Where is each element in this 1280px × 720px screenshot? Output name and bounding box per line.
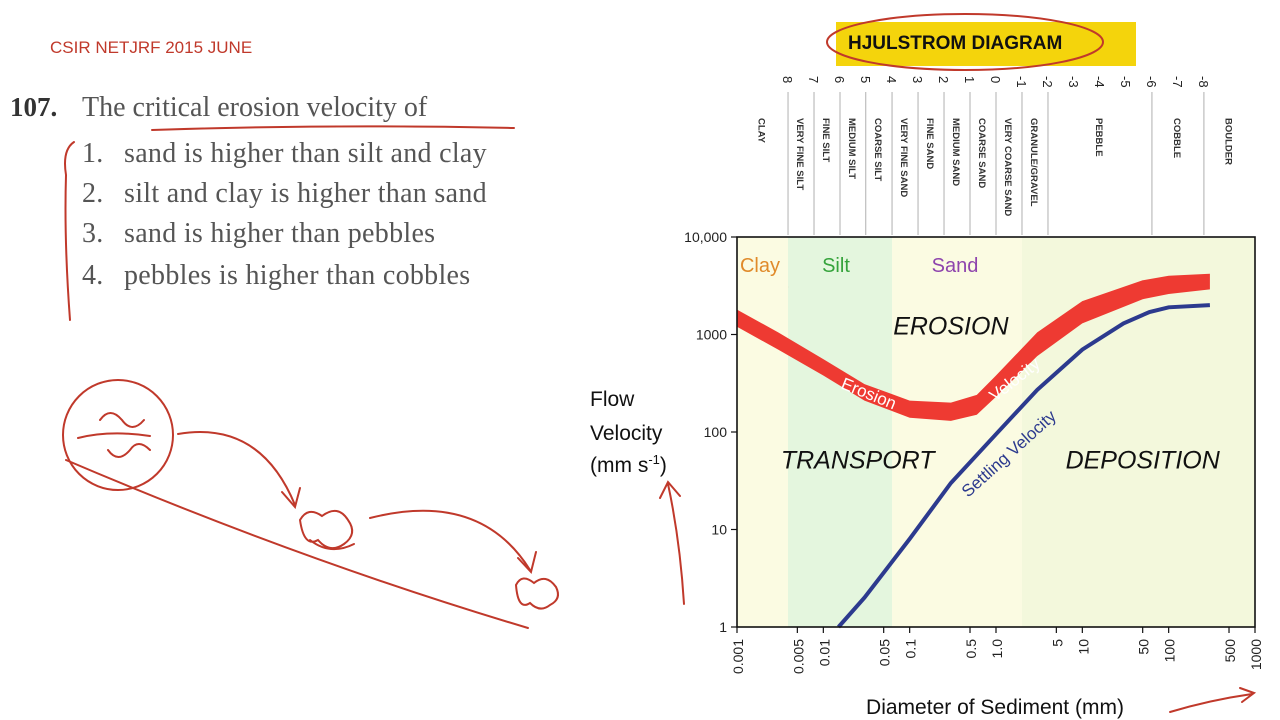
y-axis-label: Flow xyxy=(590,388,635,411)
size-class-label: FINE SAND xyxy=(924,118,935,169)
option-text: silt and clay is higher than sand xyxy=(124,178,487,209)
x-tick-label: 0.1 xyxy=(903,639,919,659)
size-class-label: MEDIUM SAND xyxy=(950,118,961,186)
zone-label: DEPOSITION xyxy=(1066,447,1221,475)
option-number: 1. xyxy=(82,138,104,169)
x-tick-label: 10 xyxy=(1075,639,1091,655)
x-tick-label: 5 xyxy=(1049,639,1065,647)
x-tick-label: 1.0 xyxy=(989,639,1005,659)
region-band xyxy=(788,237,893,627)
phi-tick-label: -7 xyxy=(1170,76,1185,88)
y-axis-label: (mm s-1) xyxy=(590,452,667,477)
transport-arrow-1 xyxy=(177,431,301,510)
y-tick-label: 1 xyxy=(719,619,727,635)
region-label: Clay xyxy=(740,255,780,277)
question-number-value: 107 xyxy=(10,92,51,122)
option-text: sand is higher than silt and clay xyxy=(124,138,487,169)
phi-tick-label: -5 xyxy=(1118,76,1133,88)
size-class-label: COARSE SILT xyxy=(872,118,883,181)
slope-line xyxy=(65,459,529,629)
phi-tick-label: 6 xyxy=(832,76,847,83)
particle-pair xyxy=(298,509,355,551)
x-tick-label: 1000 xyxy=(1248,639,1264,670)
phi-tick-label: 7 xyxy=(806,76,821,83)
erosion-velocity-band xyxy=(737,273,1210,421)
y-axis-label-exponent: -1 xyxy=(648,452,660,467)
size-class-label: GRANULE/GRAVEL xyxy=(1028,118,1039,207)
y-tick-label: 1000 xyxy=(696,327,727,343)
size-class-label: VERY FINE SILT xyxy=(794,118,805,190)
phi-tick-label: -1 xyxy=(1014,76,1029,88)
region-label: Silt xyxy=(822,255,850,277)
x-tick-label: 500 xyxy=(1222,639,1238,663)
options-bracket xyxy=(64,141,75,321)
size-class-label: PEBBLE xyxy=(1093,118,1104,157)
phi-tick-label: -8 xyxy=(1196,76,1211,88)
axis-arrow xyxy=(659,480,685,605)
x-tick-label: 50 xyxy=(1136,639,1152,655)
particle-trio xyxy=(514,577,559,610)
x-tick-label: 0.05 xyxy=(877,639,893,666)
size-class-label: COARSE SAND xyxy=(976,118,987,188)
x-tick-label: 100 xyxy=(1162,639,1178,663)
y-tick-label: 10,000 xyxy=(684,229,727,245)
y-axis-label-close: ) xyxy=(660,454,667,477)
phi-tick-label: 4 xyxy=(884,76,899,83)
x-axis-label: Diameter of Sediment (mm) xyxy=(866,696,1124,719)
exam-title: CSIR NETJRF 2015 JUNE xyxy=(50,38,253,57)
y-tick-label: 10 xyxy=(711,522,727,538)
size-class-label: CLAY xyxy=(756,118,767,144)
phi-tick-label: 5 xyxy=(858,76,873,83)
option-number: 2. xyxy=(82,178,104,209)
size-class-label: MEDIUM SILT xyxy=(846,118,857,179)
phi-tick-label: 2 xyxy=(936,76,951,83)
region-label: Sand xyxy=(932,255,979,277)
option-number: 3. xyxy=(82,218,104,249)
x-tick-label: 0.5 xyxy=(963,639,979,659)
question-number: 107. xyxy=(10,92,57,123)
size-class-label: VERY COARSE SAND xyxy=(1002,118,1013,216)
option-3: 3. sand is higher than pebbles xyxy=(82,218,435,250)
option-text: pebbles is higher than cobbles xyxy=(124,260,471,291)
phi-tick-label: -2 xyxy=(1040,76,1055,88)
phi-tick-label: 8 xyxy=(780,76,795,83)
size-class-label: FINE SILT xyxy=(820,118,831,162)
phi-tick-label: -4 xyxy=(1092,76,1107,88)
option-number: 4. xyxy=(82,260,104,291)
question-text: The critical erosion velocity of xyxy=(82,92,428,123)
option-2: 2. silt and clay is higher than sand xyxy=(82,178,487,210)
phi-tick-label: 3 xyxy=(910,76,925,83)
zone-label: EROSION xyxy=(893,313,1009,341)
size-class-label: COBBLE xyxy=(1171,118,1182,158)
question-number-period: . xyxy=(50,92,58,122)
x-tick-label: 0.01 xyxy=(816,639,832,666)
title-circle xyxy=(826,13,1104,71)
y-tick-label: 100 xyxy=(704,424,728,440)
region-band xyxy=(892,237,1022,627)
option-text: sand is higher than pebbles xyxy=(124,218,436,249)
phi-tick-label: -6 xyxy=(1144,76,1159,88)
x-tick-label: 0.001 xyxy=(730,639,746,674)
region-band xyxy=(1021,237,1255,627)
transport-arrow-2 xyxy=(369,509,537,575)
settling-velocity-line xyxy=(837,303,1211,629)
size-class-label: VERY FINE SAND xyxy=(898,118,909,197)
phi-tick-label: 1 xyxy=(962,76,977,83)
phi-tick-label: 0 xyxy=(988,76,1003,83)
xaxis-arrow xyxy=(1169,687,1257,713)
option-4: 4. pebbles is higher than cobbles xyxy=(82,260,470,292)
particle-cluster xyxy=(62,379,174,491)
size-class-label: BOULDER xyxy=(1222,118,1233,165)
x-tick-label: 0.005 xyxy=(790,639,806,674)
phi-tick-label: -3 xyxy=(1066,76,1081,88)
y-axis-label: Velocity xyxy=(590,422,663,445)
particle-squiggle xyxy=(77,412,151,458)
option-1: 1. sand is higher than silt and clay xyxy=(82,138,487,170)
region-band xyxy=(737,237,789,627)
underline-stroke xyxy=(151,125,515,131)
zone-label: TRANSPORT xyxy=(781,447,936,475)
